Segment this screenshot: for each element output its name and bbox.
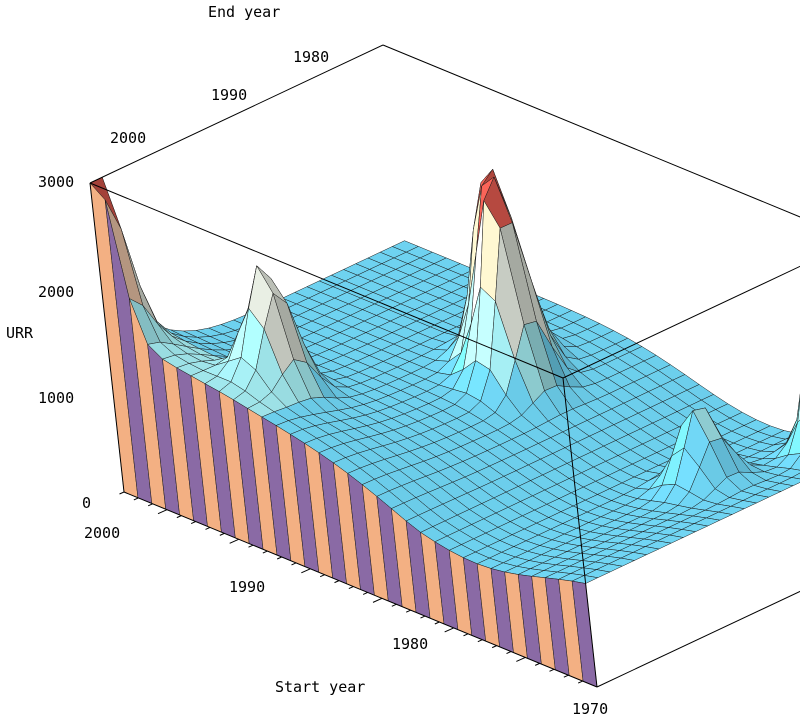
start-year-tick-mark bbox=[147, 503, 153, 507]
start-year-tick-mark bbox=[362, 591, 368, 595]
end-year-tick-2000: 2000 bbox=[110, 129, 146, 147]
box-edge bbox=[562, 377, 598, 688]
start-year-tick-mark bbox=[549, 668, 555, 672]
box-edge bbox=[89, 44, 384, 184]
start-year-tick-mark bbox=[506, 651, 512, 655]
start-year-tick-mark bbox=[491, 645, 497, 649]
start-year-tick-mark bbox=[301, 568, 311, 574]
start-year-tick-mark bbox=[391, 603, 397, 607]
urr-axis-label: URR bbox=[6, 324, 34, 342]
urr-tick-2000: 2000 bbox=[38, 283, 74, 301]
urr-tick-1000: 1000 bbox=[38, 389, 74, 407]
start-year-tick-mark bbox=[219, 532, 225, 536]
box-edge bbox=[596, 590, 800, 688]
start-year-tick-mark bbox=[477, 639, 483, 643]
start-year-tick-mark bbox=[444, 627, 454, 633]
start-year-tick-2000: 2000 bbox=[84, 524, 120, 542]
start-year-tick-mark bbox=[276, 556, 282, 560]
start-year-tick-mark bbox=[205, 526, 211, 530]
start-year-tick-mark bbox=[348, 586, 354, 590]
box-edge bbox=[562, 265, 800, 379]
start-year-tick-1970: 1970 bbox=[572, 700, 608, 718]
box-edge bbox=[123, 491, 598, 688]
end-year-tick-1990: 1990 bbox=[211, 86, 247, 104]
start-year-tick-mark bbox=[262, 550, 268, 554]
start-year-tick-mark bbox=[176, 515, 182, 519]
box-edge bbox=[89, 182, 564, 379]
start-year-tick-mark bbox=[563, 674, 569, 678]
box-edge bbox=[89, 182, 125, 493]
start-year-tick-mark bbox=[190, 521, 196, 525]
start-year-tick-mark bbox=[119, 491, 125, 495]
start-year-tick-1990: 1990 bbox=[229, 578, 265, 596]
urr-tick-0: 0 bbox=[82, 494, 91, 512]
start-year-tick-mark bbox=[157, 509, 168, 515]
start-year-tick-mark bbox=[229, 538, 239, 544]
end-year-axis-label: End year bbox=[208, 3, 280, 21]
bounding-box bbox=[89, 44, 800, 688]
start-year-tick-mark bbox=[248, 544, 254, 548]
start-year-tick-mark bbox=[534, 662, 540, 666]
start-year-tick-mark bbox=[291, 562, 297, 566]
start-year-tick-mark bbox=[434, 621, 440, 625]
start-year-tick-1980: 1980 bbox=[392, 635, 428, 653]
start-year-tick-mark bbox=[133, 497, 139, 501]
start-year-axis-label: Start year bbox=[275, 678, 365, 696]
urr-tick-3000: 3000 bbox=[38, 173, 74, 191]
start-year-tick-mark bbox=[463, 633, 469, 637]
start-year-tick-mark bbox=[516, 656, 526, 662]
start-year-tick-mark bbox=[405, 609, 411, 613]
start-year-tick-mark bbox=[577, 680, 583, 684]
end-year-tick-1980: 1980 bbox=[293, 48, 329, 66]
start-year-tick-mark bbox=[372, 597, 383, 603]
start-year-tick-mark bbox=[334, 580, 340, 584]
start-year-tick-mark bbox=[319, 574, 325, 578]
start-year-tick-mark bbox=[420, 615, 426, 619]
surface-mesh bbox=[89, 168, 800, 688]
box-edge bbox=[382, 44, 800, 218]
